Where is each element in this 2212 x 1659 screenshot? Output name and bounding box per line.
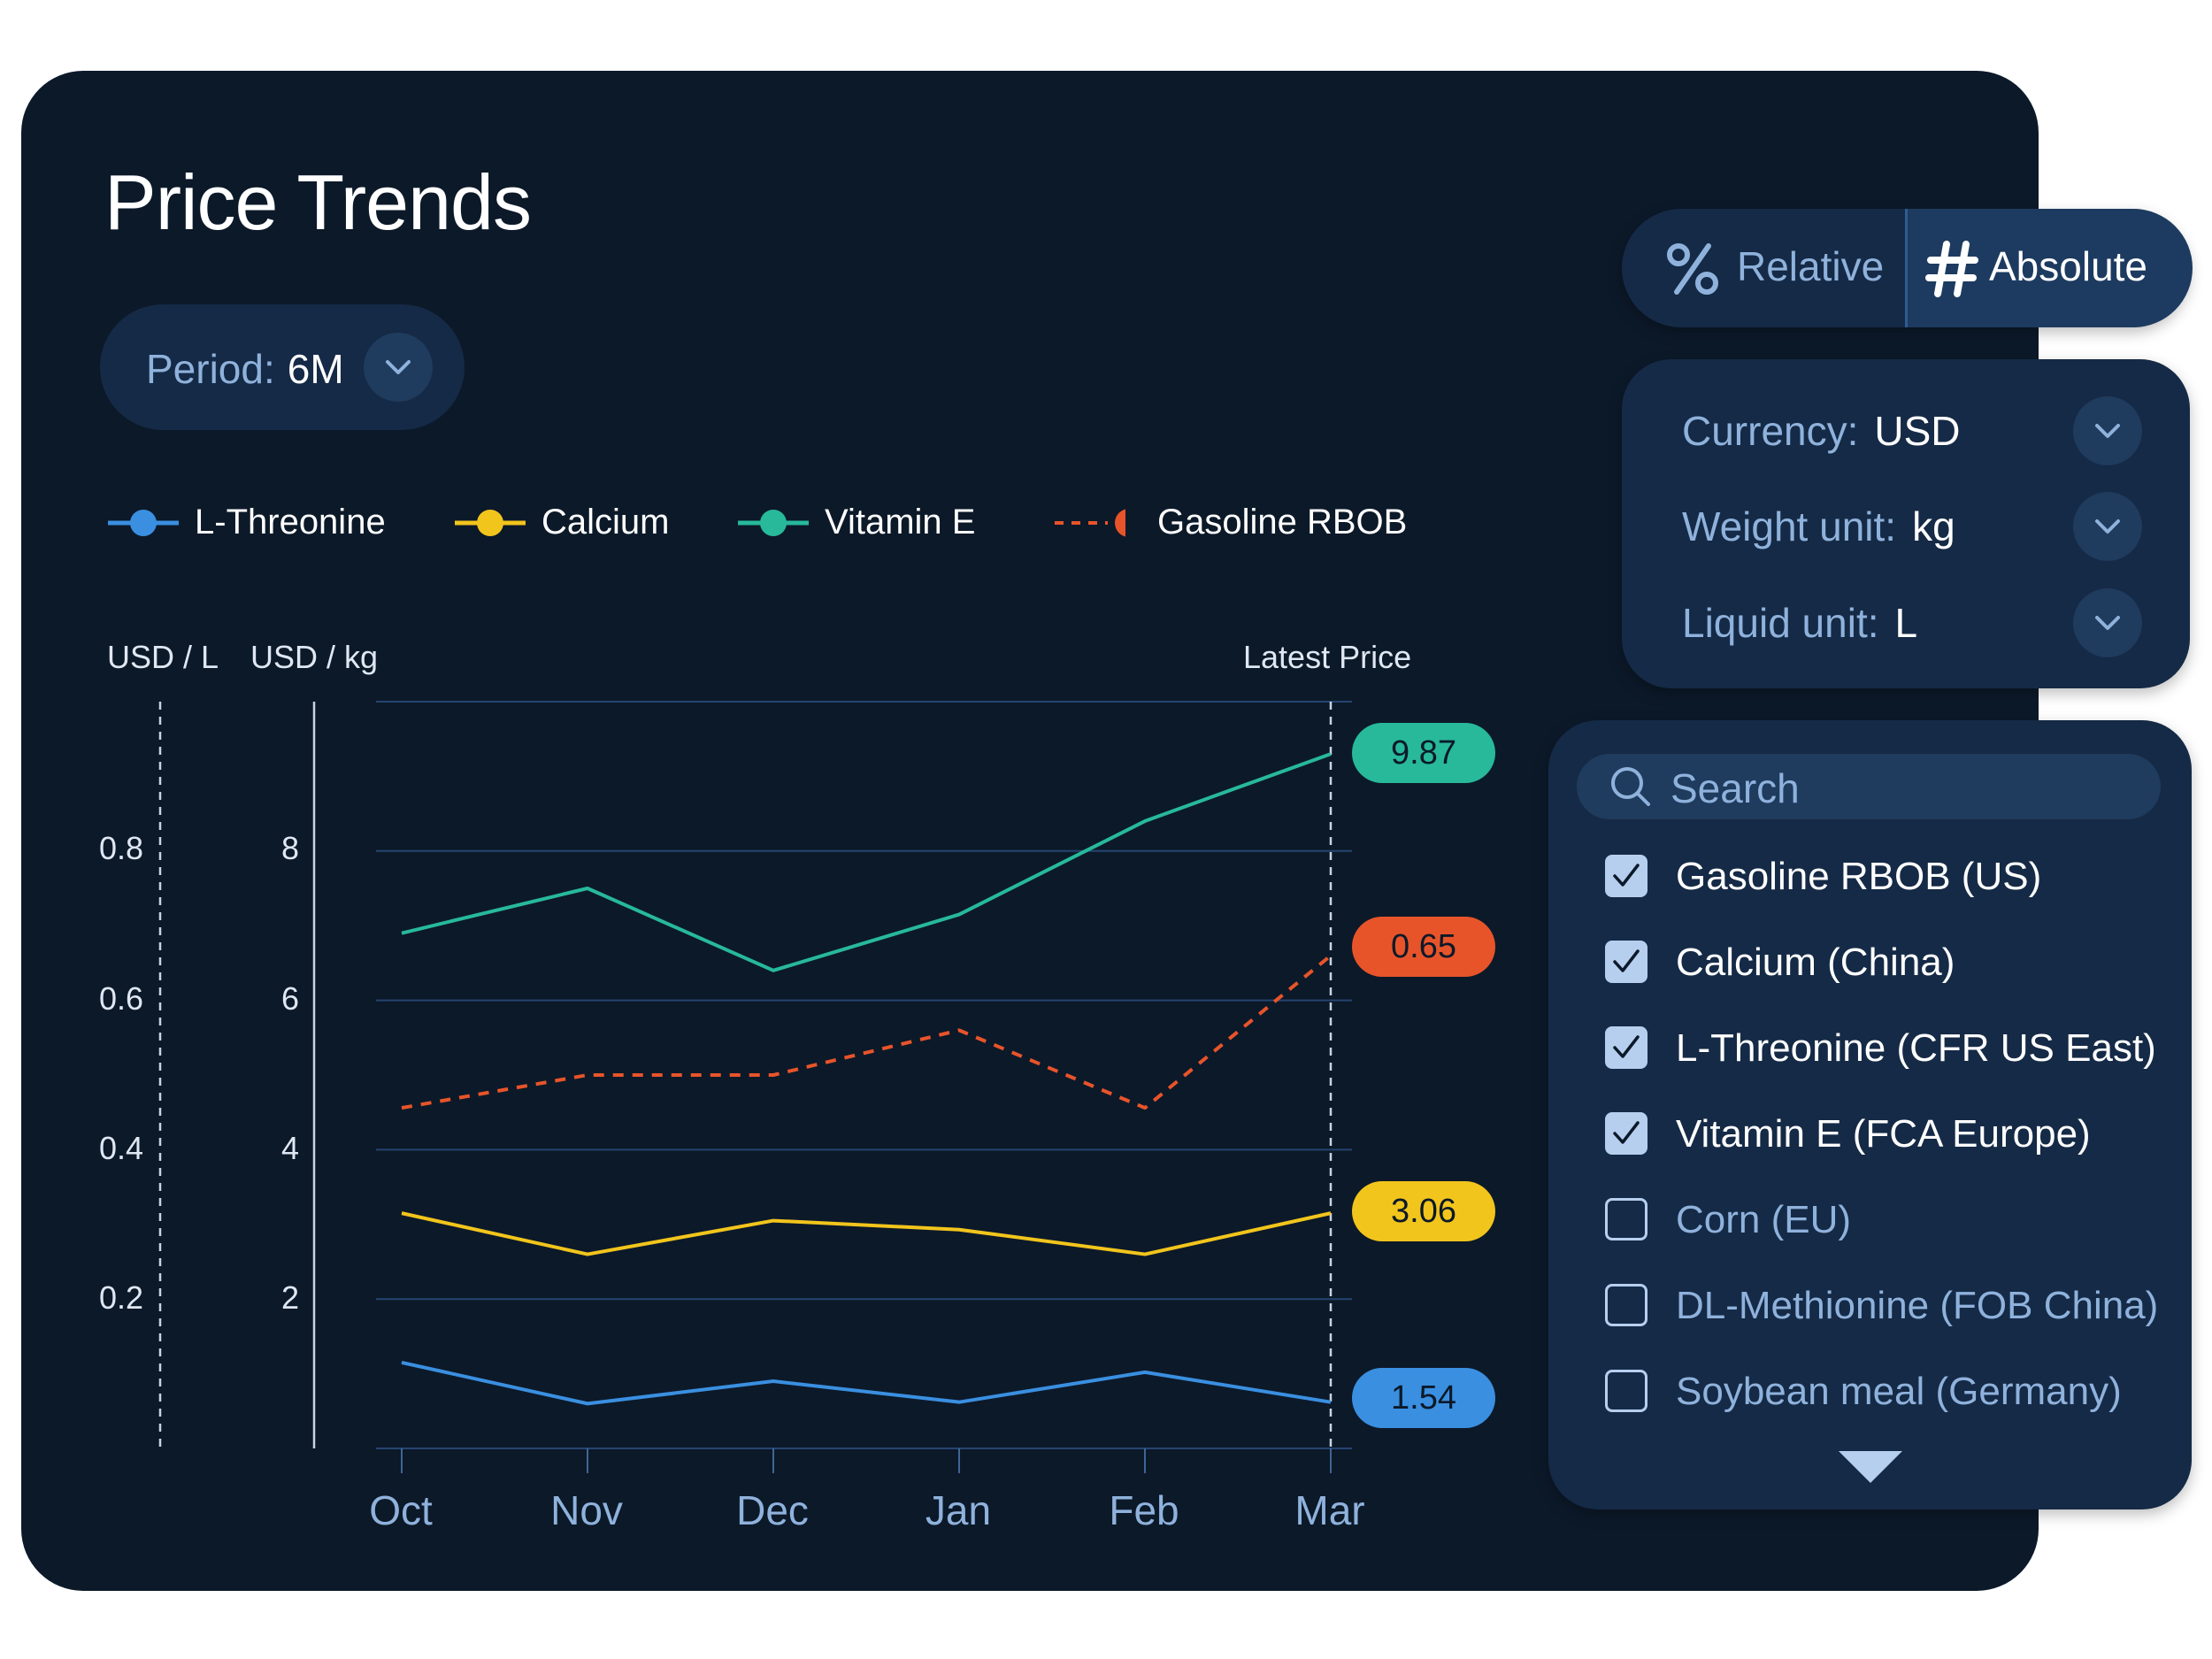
x-tick-label: Feb	[1109, 1487, 1179, 1533]
legend-solid-marker-icon	[738, 510, 809, 536]
weight-unit-selector[interactable]: Weight unit: kg	[1682, 492, 2177, 563]
currency-label: Currency:	[1682, 408, 1859, 454]
filter-option-gasoline-rbob[interactable]: Gasoline RBOB (US)	[1605, 851, 2180, 904]
left-tick-label: 0.8	[98, 830, 143, 866]
legend-solid-marker-icon	[455, 510, 526, 536]
chevron-down-icon	[2095, 616, 2120, 630]
latest-price-gasoline-rbob: 0.65	[1352, 917, 1495, 977]
legend-label: L-Threonine	[195, 503, 386, 541]
relative-label: Relative	[1737, 243, 1885, 289]
liquid-unit-dropdown-button[interactable]	[2073, 588, 2142, 657]
relative-toggle-button[interactable]: Relative	[1622, 209, 1905, 327]
absolute-label: Absolute	[1989, 243, 2148, 289]
filter-option-label: L-Threonine (CFR US East)	[1676, 1026, 2156, 1070]
x-tick-label: Mar	[1294, 1487, 1365, 1533]
units-panel: Currency: USD Weight unit: kg Liquid unit:…	[1622, 359, 2190, 688]
checkbox-checked[interactable]	[1605, 941, 1647, 983]
left-tick-label: 0.6	[98, 980, 143, 1017]
series-line-l-threonine	[401, 1360, 1332, 1406]
chevron-down-icon	[2095, 519, 2120, 534]
period-dropdown-button[interactable]	[364, 333, 433, 402]
checkbox-checked[interactable]	[1605, 855, 1647, 897]
liquid-unit-label: Liquid unit:	[1682, 600, 1879, 646]
checkmark-icon	[1613, 1121, 1640, 1144]
scroll-down-arrow-icon[interactable]	[1839, 1451, 1902, 1486]
chevron-down-icon	[2095, 424, 2120, 438]
left-tick-label: 0.2	[98, 1279, 143, 1316]
checkbox-checked[interactable]	[1605, 1112, 1647, 1155]
liquid-unit-value: L	[1894, 600, 1918, 646]
filter-option-label: Corn (EU)	[1676, 1198, 1852, 1241]
latest-price-label: Latest Price	[1243, 639, 1412, 675]
filter-option-label: DL-Methionine (FOB China)	[1676, 1284, 2159, 1327]
percent-icon	[1667, 243, 1718, 295]
currency-value: USD	[1874, 408, 1961, 454]
right-tick-label: 4	[280, 1130, 299, 1166]
right-axis-unit: USD / kg	[250, 639, 379, 675]
commodity-filter-panel: Search Gasoline RBOB (US) Calcium (China…	[1548, 720, 2192, 1509]
filter-option-label: Gasoline RBOB (US)	[1676, 855, 2042, 898]
x-tick-label: Dec	[736, 1487, 809, 1533]
right-tick-label: 8	[280, 830, 299, 866]
checkbox-unchecked[interactable]	[1605, 1198, 1647, 1240]
period-selector[interactable]: Period: 6M	[100, 304, 465, 430]
right-tick-label: 2	[280, 1279, 299, 1316]
filter-option-label: Soybean meal (Germany)	[1676, 1370, 2122, 1413]
left-tick-label: 0.4	[98, 1130, 143, 1166]
weight-unit-dropdown-button[interactable]	[2073, 492, 2142, 561]
filter-option-vitamin-e[interactable]: Vitamin E (FCA Europe)	[1605, 1109, 2180, 1162]
checkbox-unchecked[interactable]	[1605, 1284, 1647, 1326]
checkmark-icon	[1613, 1035, 1640, 1058]
filter-option-calcium[interactable]: Calcium (China)	[1605, 937, 2180, 990]
checkmark-icon	[1613, 949, 1640, 972]
search-icon	[1611, 767, 1650, 806]
weight-unit-label: Weight unit:	[1682, 503, 1897, 549]
filter-option-soybean-meal[interactable]: Soybean meal (Germany)	[1605, 1366, 2180, 1419]
weight-unit-value: kg	[1912, 503, 1955, 549]
checkmark-icon	[1613, 864, 1640, 887]
checkbox-checked[interactable]	[1605, 1026, 1647, 1069]
latest-price-l-threonine: 1.54	[1352, 1368, 1495, 1428]
series-line-gasoline-rbob	[401, 954, 1333, 1110]
filter-option-label: Vitamin E (FCA Europe)	[1676, 1112, 2091, 1156]
latest-price-calcium: 3.06	[1352, 1181, 1495, 1241]
currency-selector[interactable]: Currency: USD	[1682, 396, 2177, 467]
left-axis-unit: USD / L	[107, 639, 219, 675]
absolute-toggle-button[interactable]: Absolute	[1905, 209, 2193, 327]
search-placeholder: Search	[1671, 765, 1800, 811]
checkbox-unchecked[interactable]	[1605, 1370, 1647, 1412]
legend-solid-marker-icon	[108, 510, 179, 536]
legend-label: Gasoline RBOB	[1157, 503, 1408, 541]
series-line-vitamin-e	[401, 752, 1332, 972]
right-tick-label: 6	[280, 980, 299, 1017]
legend-label: Vitamin E	[825, 503, 976, 541]
x-tick-label: Oct	[369, 1487, 433, 1533]
filter-option-corn[interactable]: Corn (EU)	[1605, 1194, 2180, 1248]
filter-option-label: Calcium (China)	[1676, 941, 1955, 984]
series-line-calcium	[401, 1211, 1332, 1256]
filter-option-l-threonine[interactable]: L-Threonine (CFR US East)	[1605, 1023, 2180, 1076]
page-title: Price Trends	[104, 158, 532, 246]
hash-icon	[1925, 241, 1978, 297]
x-tick-label: Jan	[925, 1487, 992, 1533]
filter-option-dl-methionine[interactable]: DL-Methionine (FOB China)	[1605, 1280, 2180, 1333]
period-value: 6M	[287, 346, 344, 392]
currency-dropdown-button[interactable]	[2073, 396, 2142, 465]
legend-label: Calcium	[541, 503, 670, 541]
x-tick-label: Nov	[550, 1487, 623, 1533]
period-label: Period:	[146, 346, 275, 392]
legend-dashed-marker-icon	[1055, 509, 1125, 537]
latest-price-vitamin-e: 9.87	[1352, 723, 1495, 783]
chevron-down-icon	[386, 360, 411, 374]
liquid-unit-selector[interactable]: Liquid unit: L	[1682, 588, 2177, 659]
display-mode-toggle: Relative Absolute	[1622, 209, 2193, 327]
search-input[interactable]: Search	[1577, 754, 2161, 819]
